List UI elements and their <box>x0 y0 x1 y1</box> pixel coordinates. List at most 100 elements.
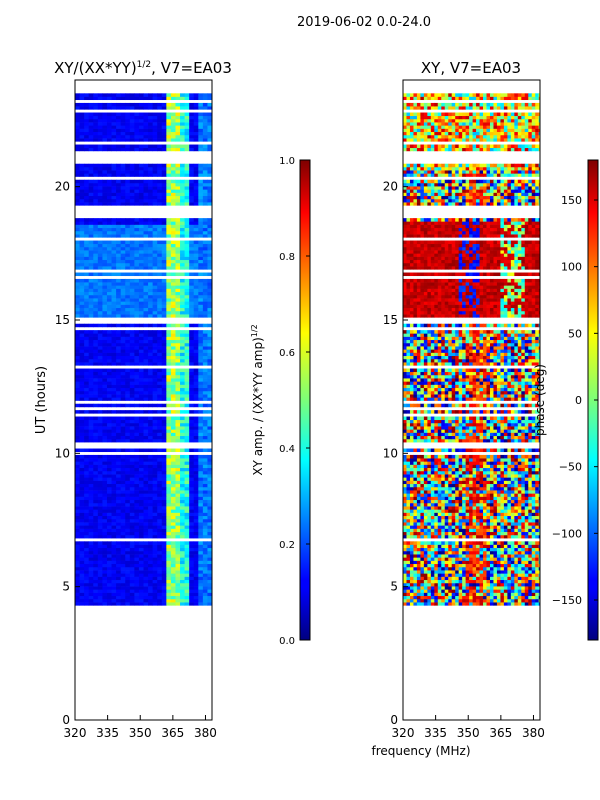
heatmap-cell <box>148 307 154 312</box>
heatmap-cell <box>170 330 176 334</box>
heatmap-cell <box>84 570 90 574</box>
heatmap-cell <box>125 458 131 462</box>
heatmap-cell <box>93 266 99 270</box>
heatmap-cell <box>189 93 195 97</box>
heatmap-cell <box>486 547 491 552</box>
heatmap-cell <box>189 285 195 289</box>
heatmap-cell <box>503 576 508 581</box>
heatmap-cell <box>189 470 195 475</box>
heatmap-cell <box>423 582 428 587</box>
heatmap-cell <box>521 550 526 555</box>
heatmap-cell <box>528 531 533 536</box>
heatmap-cell <box>143 397 149 401</box>
heatmap-cell <box>79 394 85 398</box>
heatmap-cell <box>198 195 204 200</box>
heatmap-cell <box>93 294 99 299</box>
heatmap-cell <box>79 192 85 197</box>
heatmap-cell <box>479 566 484 571</box>
heatmap-cell <box>430 602 435 606</box>
heatmap-cell <box>106 531 112 536</box>
heatmap-cell <box>111 387 117 392</box>
heatmap-cell <box>88 416 94 421</box>
heatmap-cell <box>198 250 204 254</box>
heatmap-cell <box>486 550 491 555</box>
heatmap-cell <box>451 586 456 590</box>
heatmap-cell <box>88 134 94 139</box>
heatmap-cell <box>116 355 122 360</box>
heatmap-cell <box>170 490 176 494</box>
heatmap-cell <box>170 438 176 443</box>
heatmap-cell <box>88 554 94 558</box>
heatmap-cell <box>207 598 212 603</box>
heatmap-cell <box>207 496 212 501</box>
heatmap-cell <box>189 512 195 517</box>
heatmap-cell <box>535 598 540 603</box>
heatmap-cell <box>157 531 163 536</box>
heatmap-cell <box>409 525 414 529</box>
heatmap-cell <box>406 528 411 533</box>
heatmap-cell <box>102 550 108 555</box>
heatmap-cell <box>189 304 195 309</box>
heatmap-cell <box>189 403 195 408</box>
heatmap-cell <box>152 502 158 507</box>
heatmap-cell <box>416 534 421 539</box>
heatmap-cell <box>180 426 185 430</box>
heatmap-cell <box>148 384 154 389</box>
heatmap-cell <box>88 448 94 453</box>
heatmap-cell <box>102 144 108 149</box>
heatmap-cell <box>175 112 181 117</box>
heatmap-cell <box>420 570 425 574</box>
heatmap-cell <box>138 394 144 398</box>
heatmap-cell <box>120 371 126 376</box>
heatmap-cell <box>403 592 407 597</box>
heatmap-cell <box>79 224 85 229</box>
heatmap-cell <box>75 429 80 433</box>
heatmap-cell <box>157 560 163 565</box>
heatmap-cell <box>207 403 212 408</box>
heatmap-cell <box>198 477 204 481</box>
heatmap-cell <box>148 333 154 337</box>
heatmap-cell <box>202 560 208 565</box>
heatmap-cell <box>202 528 208 533</box>
heatmap-cell <box>521 598 526 603</box>
heatmap-cell <box>79 349 85 353</box>
heatmap-cell <box>193 531 199 536</box>
heatmap-cell <box>455 554 460 558</box>
heatmap-cell <box>403 557 407 561</box>
heatmap-cell <box>79 419 85 424</box>
heatmap-cell <box>486 544 491 549</box>
heatmap-cell <box>102 544 108 549</box>
heatmap-cell <box>406 563 411 568</box>
heatmap-cell <box>175 253 181 257</box>
heatmap-cell <box>125 224 131 229</box>
heatmap-cell <box>496 541 501 545</box>
heatmap-cell <box>161 509 167 513</box>
heatmap-cell <box>129 118 135 123</box>
heatmap-cell <box>88 586 94 590</box>
heatmap-cell <box>102 464 108 469</box>
heatmap-cell <box>102 426 108 430</box>
heatmap-cell <box>125 189 131 193</box>
heatmap-cell <box>189 394 195 398</box>
heatmap-cell <box>434 586 439 590</box>
heatmap-cell <box>125 246 131 251</box>
heatmap-cell <box>202 166 208 171</box>
heatmap-cell <box>143 230 149 235</box>
heatmap-cell <box>493 586 498 590</box>
heatmap-cell <box>420 582 425 587</box>
heatmap-cell <box>120 122 126 126</box>
heatmap-cell <box>207 499 212 504</box>
heatmap-cell <box>116 496 122 501</box>
heatmap-cell <box>84 314 90 318</box>
heatmap-cell <box>189 410 195 414</box>
heatmap-cell <box>184 330 190 334</box>
heatmap-cell <box>166 189 172 193</box>
heatmap-cell <box>143 573 149 577</box>
heatmap-cell <box>184 541 190 545</box>
heatmap-cell <box>170 125 176 129</box>
heatmap-cell <box>75 458 80 462</box>
heatmap-cell <box>175 189 181 193</box>
heatmap-cell <box>180 554 185 558</box>
heatmap-cell <box>202 288 208 293</box>
heatmap-cell <box>134 218 140 222</box>
